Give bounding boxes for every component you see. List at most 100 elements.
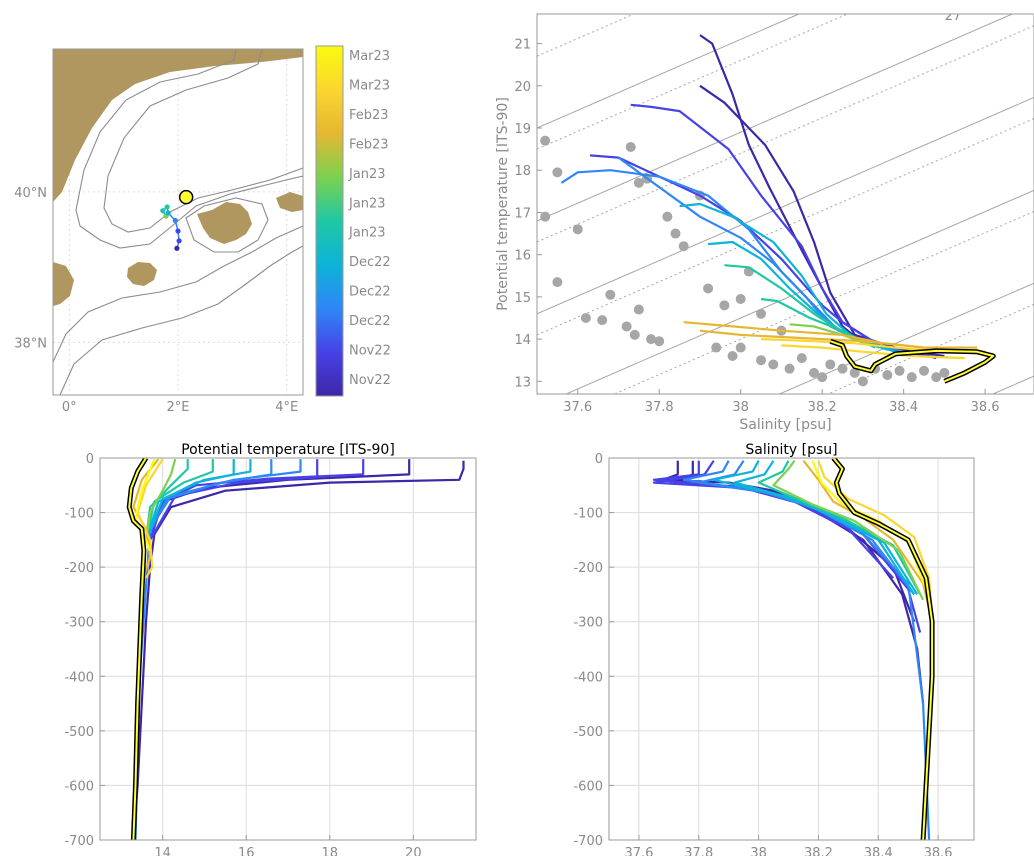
profile-line	[149, 459, 319, 541]
y-tick-label: 17	[514, 206, 531, 221]
isopycnal-line	[778, 282, 1034, 394]
historical-profile-point	[931, 372, 942, 383]
y-tick-label: 21	[514, 38, 531, 53]
historical-profile-point	[894, 365, 905, 376]
historical-profile-point	[796, 353, 807, 364]
float-track-point	[160, 208, 166, 214]
historical-profile-point	[735, 294, 746, 304]
y-tick-label: -200	[64, 561, 94, 576]
profile-line	[683, 321, 977, 349]
latest-profile-line	[832, 458, 934, 840]
plot-frame	[536, 13, 1034, 395]
y-tick-label: 19	[514, 122, 531, 137]
y-tick-label: -400	[64, 670, 94, 685]
isobath-shallow	[75, 49, 303, 249]
map-x-tick-labels: 0° 2°E 4°E	[62, 400, 298, 415]
y-tick-label: 13	[514, 375, 531, 390]
map-panel: 0° 2°E 4°E 38°N 40°N	[14, 48, 304, 415]
x-tick-label: 37.8	[645, 400, 674, 415]
historical-profile-point	[919, 365, 930, 376]
historical-profile-point	[625, 142, 636, 152]
profile-line	[144, 459, 214, 541]
colorbar-label: Dec22	[349, 314, 391, 329]
y-tick-label: 0	[86, 452, 94, 467]
isobath-deepest	[59, 245, 303, 395]
historical-profile-point	[906, 372, 917, 383]
y-tick-label: 16	[514, 249, 531, 264]
colorbar-label: Dec22	[349, 255, 391, 270]
historical-profile-point	[756, 355, 767, 366]
map-x-tick-label: 4°E	[275, 400, 298, 415]
y-tick-label: 14	[514, 333, 531, 348]
colorbar-label: Dec22	[349, 285, 391, 300]
historical-profile-point	[572, 224, 583, 235]
historical-profile-point	[552, 277, 563, 288]
historical-profile-point	[633, 177, 644, 188]
ts-diagram-panel: 27 37.6 37.8 38 38.2 38.4 38.6 13 14 15 16 17 18 19 20…	[495, 13, 1034, 433]
x-tick-label: 14	[154, 846, 171, 856]
colorbar-label: Mar23	[349, 78, 390, 93]
historical-profile-point	[662, 211, 673, 222]
x-tick-label: 38	[732, 400, 749, 415]
float-track-point	[176, 238, 182, 244]
isobath-deep	[53, 225, 303, 363]
x-tick-label: 38.6	[924, 846, 953, 856]
x-tick-label: 37.6	[563, 400, 592, 415]
y-tick-label: -300	[573, 616, 603, 631]
historical-profile-point	[580, 313, 591, 323]
map-y-tick-labels: 38°N 40°N	[14, 186, 47, 351]
profile-line	[132, 460, 465, 840]
historical-profile-point	[727, 351, 738, 361]
historical-profile-point	[605, 289, 616, 300]
colorbar-label: Jan23	[348, 226, 386, 241]
plot-content: 27	[537, 14, 1034, 394]
panel-title: Salinity [psu]	[745, 442, 837, 458]
x-tick-label: 38.4	[889, 400, 918, 415]
y-tick-label: -300	[64, 616, 94, 631]
colorbar-labels: Nov22 Nov22 Dec22 Dec22 Dec22 Jan23 Jan23 Jan23…	[348, 49, 391, 388]
x-tick-label: 38	[750, 846, 767, 856]
historical-profile-point	[849, 367, 860, 378]
historical-profile-point	[939, 367, 950, 378]
colorbar-label: Feb23	[349, 137, 389, 152]
historical-profile-point	[817, 372, 828, 383]
y-tick-label: -200	[573, 561, 603, 576]
colorbar-label: Mar23	[349, 49, 390, 64]
x-tick-label: 38.2	[804, 846, 833, 856]
isopycnal-line-dotted	[537, 25, 1034, 243]
y-tick-label: -600	[64, 779, 94, 794]
isopycnal-line-dotted	[613, 210, 1034, 394]
historical-profile-point	[784, 363, 795, 374]
isopycnal-line-dotted	[537, 14, 849, 150]
profile-line	[134, 458, 156, 552]
temperature-profile-panel: 14 16 18 20 0 -100 -200 -300 -400 -500 -600 -700 Pot…	[64, 442, 477, 856]
historical-profile-point	[825, 359, 836, 370]
x-tick-label: 16	[238, 846, 255, 856]
plot-area	[609, 458, 974, 840]
float-track-point	[175, 228, 181, 234]
plot-frame	[99, 457, 477, 841]
x-tick-label: 37.6	[624, 846, 653, 856]
historical-profile-point	[678, 241, 689, 252]
map-y-tick-label: 40°N	[14, 186, 47, 201]
colorbar: Nov22 Nov22 Dec22 Dec22 Dec22 Jan23 Jan23 Jan23…	[315, 45, 391, 397]
historical-profile-point	[719, 300, 730, 311]
mallorca-island	[197, 202, 252, 244]
float-track	[160, 204, 182, 251]
historical-profile-point	[540, 211, 551, 222]
colorbar-label: Jan23	[348, 196, 386, 211]
historical-profile-point	[857, 376, 868, 387]
profile-line	[144, 459, 235, 541]
y-tick-label: -500	[573, 725, 603, 740]
colorbar-label: Nov22	[349, 373, 391, 388]
plot-content	[100, 458, 476, 840]
map-bathymetry	[53, 49, 303, 395]
salinity-profile-panel: 37.6 37.8 38 38.2 38.4 38.6 0 -100 -200 -300 -400 -…	[573, 442, 975, 856]
map-land	[53, 49, 303, 306]
x-tick-label: 38.4	[864, 846, 893, 856]
y-tick-label: -500	[64, 725, 94, 740]
y-tick-label: 15	[514, 291, 531, 306]
isopycnal-line	[537, 14, 1014, 222]
float-track-point	[174, 245, 180, 251]
latest-profile-line	[829, 340, 995, 383]
